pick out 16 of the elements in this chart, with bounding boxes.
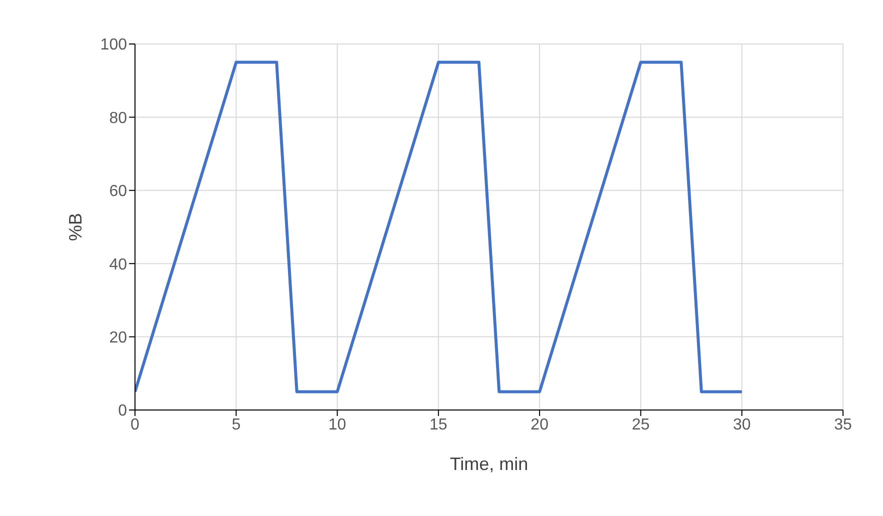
y-tick-label: 40 [109, 256, 128, 274]
y-tick-label: 100 [100, 36, 128, 54]
y-tick-label: 0 [118, 402, 128, 420]
x-tick-label: 30 [732, 416, 751, 434]
y-tick-label: 80 [109, 110, 128, 127]
y-axis-title: %B [65, 212, 86, 242]
x-axis-title: Time, min [450, 454, 528, 474]
x-tick-label: 15 [430, 416, 448, 434]
y-tick-label: 20 [109, 329, 128, 346]
x-tick-label: 0 [130, 416, 140, 434]
x-tick-label: 20 [530, 416, 549, 434]
x-tick-label: 25 [632, 416, 650, 434]
x-tick-label: 5 [232, 416, 241, 434]
x-tick-label: 35 [834, 416, 852, 434]
x-tick-label: 10 [328, 416, 346, 434]
y-tick-label: 60 [109, 183, 128, 200]
